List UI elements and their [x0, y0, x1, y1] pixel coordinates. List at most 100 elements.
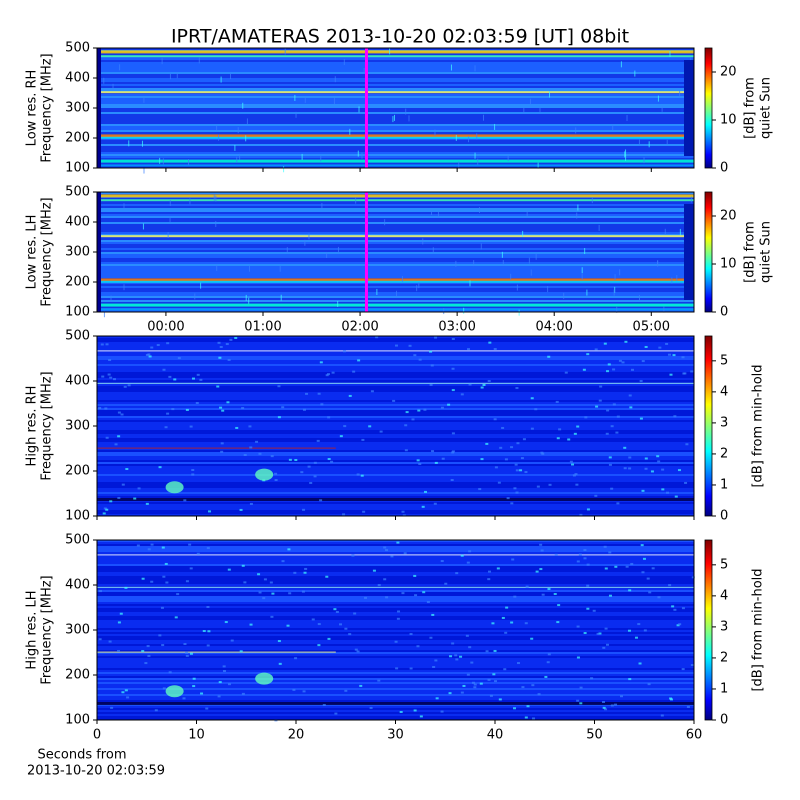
- spectrogram-speck: [496, 567, 500, 570]
- spectrogram-speck: [499, 446, 503, 449]
- spectrogram-speck: [200, 692, 204, 695]
- spectrogram-speck: [608, 463, 612, 466]
- spectrogram-speck: [540, 549, 544, 552]
- spectrogram-speck: [241, 692, 245, 695]
- spectrogram-band: [97, 134, 694, 138]
- spectrogram-row: [97, 656, 694, 659]
- spectrogram-speck: [279, 265, 281, 272]
- spectrogram-speck: [105, 343, 109, 346]
- spectrogram-speck: [628, 589, 632, 592]
- spectrogram-speck: [544, 675, 548, 678]
- spectrogram-speck: [401, 510, 405, 513]
- spectrogram-speck: [639, 379, 643, 382]
- spectrogram-speck: [258, 452, 262, 455]
- spectrogram-speck: [668, 353, 672, 356]
- spectrogram-speck: [227, 568, 231, 571]
- spectrogram-row: [97, 558, 694, 561]
- spectrogram-speck: [661, 488, 665, 491]
- spectrogram-speck: [672, 354, 676, 357]
- x-tick-label: 20: [288, 728, 305, 743]
- spectrogram-edge: [97, 48, 101, 168]
- spectrogram-speck: [281, 560, 285, 563]
- spectrogram-row: [97, 450, 694, 453]
- spectrogram-row: [97, 448, 694, 451]
- spectrogram-speck: [403, 552, 407, 555]
- spectrogram-row: [97, 128, 694, 131]
- spectrogram-speck: [510, 273, 512, 280]
- spectrogram-speck: [677, 469, 681, 472]
- spectrogram-speck: [103, 311, 105, 318]
- spectrogram-speck: [521, 686, 525, 689]
- spectrogram-speck: [219, 345, 223, 348]
- spectrogram-row: [97, 114, 694, 117]
- spectrogram-speck: [301, 153, 303, 160]
- spectrogram-speck: [448, 692, 452, 695]
- spectrogram-row: [97, 66, 694, 69]
- spectrogram-speck: [468, 646, 472, 649]
- spectrogram-speck: [108, 359, 112, 362]
- spectrogram-speck: [471, 681, 475, 684]
- spectrogram-speck: [603, 342, 607, 345]
- spectrogram-speck: [408, 115, 410, 122]
- spectrogram-row: [97, 508, 694, 511]
- spectrogram-row: [97, 418, 694, 421]
- y-tick-label: 500: [65, 185, 90, 200]
- spectrogram-speck: [224, 621, 228, 624]
- spectrogram-row: [97, 634, 694, 637]
- spectrogram-speck: [604, 627, 608, 630]
- spectrogram-speck: [188, 543, 192, 546]
- spectrogram-speck: [596, 632, 600, 635]
- spectrogram-speck: [339, 623, 343, 626]
- spectrogram-row: [97, 254, 694, 257]
- x-tick-label: 0: [93, 728, 101, 743]
- spectrogram-row: [97, 606, 694, 609]
- colorbar-tick-label: 2: [720, 650, 728, 665]
- spectrogram-speck: [235, 426, 239, 429]
- x-tick-label: 01:00: [244, 320, 281, 335]
- spectrogram-row: [97, 144, 694, 147]
- spectrogram-row: [97, 282, 694, 285]
- colorbar-tick-label: 0: [720, 509, 728, 524]
- spectrogram-speck: [354, 648, 358, 651]
- spectrogram-row: [97, 428, 694, 431]
- spectrogram-speck: [546, 661, 550, 664]
- spectrogram-speck: [610, 704, 614, 707]
- spectrogram-speck: [598, 399, 602, 402]
- y-axis-label: High res. LH: [25, 590, 40, 669]
- spectrogram-speck: [641, 360, 645, 363]
- spectrogram-row: [97, 600, 694, 603]
- spectrogram-speck: [473, 686, 477, 689]
- spectrogram-speck: [376, 288, 378, 295]
- spectrogram-speck: [156, 344, 160, 347]
- spectrogram-row: [97, 582, 694, 585]
- spectrogram-speck: [319, 499, 323, 502]
- spectrogram-speck: [536, 485, 540, 488]
- spectrogram-band: [97, 50, 694, 54]
- spectrogram-row: [97, 506, 694, 509]
- spectrogram-speck: [473, 683, 477, 686]
- spectrogram-speck: [362, 510, 366, 513]
- spectrogram-speck: [656, 455, 660, 458]
- spectrogram-speck: [148, 355, 152, 358]
- spectrogram-speck: [678, 623, 682, 626]
- spectrogram-speck: [614, 274, 616, 281]
- spectrogram-row: [97, 130, 694, 133]
- spectrogram-speck: [166, 412, 170, 415]
- spectrogram-row: [97, 412, 694, 415]
- y-tick-label: 400: [65, 215, 90, 230]
- colorbar-tick-label: 10: [720, 113, 737, 128]
- spectrogram-speck: [103, 77, 105, 84]
- spectrogram-speck: [628, 467, 632, 470]
- spectrogram-speck: [213, 194, 215, 201]
- spectrogram-speck: [690, 370, 694, 373]
- spectrogram-row: [97, 94, 694, 97]
- spectrogram-speck: [326, 373, 330, 376]
- spectrogram-row: [97, 296, 694, 299]
- spectrogram-row: [97, 372, 694, 375]
- spectrogram-speck: [526, 210, 528, 217]
- colorbar-label: [dB] from min-hold: [751, 364, 766, 487]
- spectrogram-speck: [117, 435, 121, 438]
- spectrogram-speck: [455, 658, 459, 661]
- spectrogram-speck: [581, 273, 583, 280]
- spectrogram-speck: [630, 368, 634, 371]
